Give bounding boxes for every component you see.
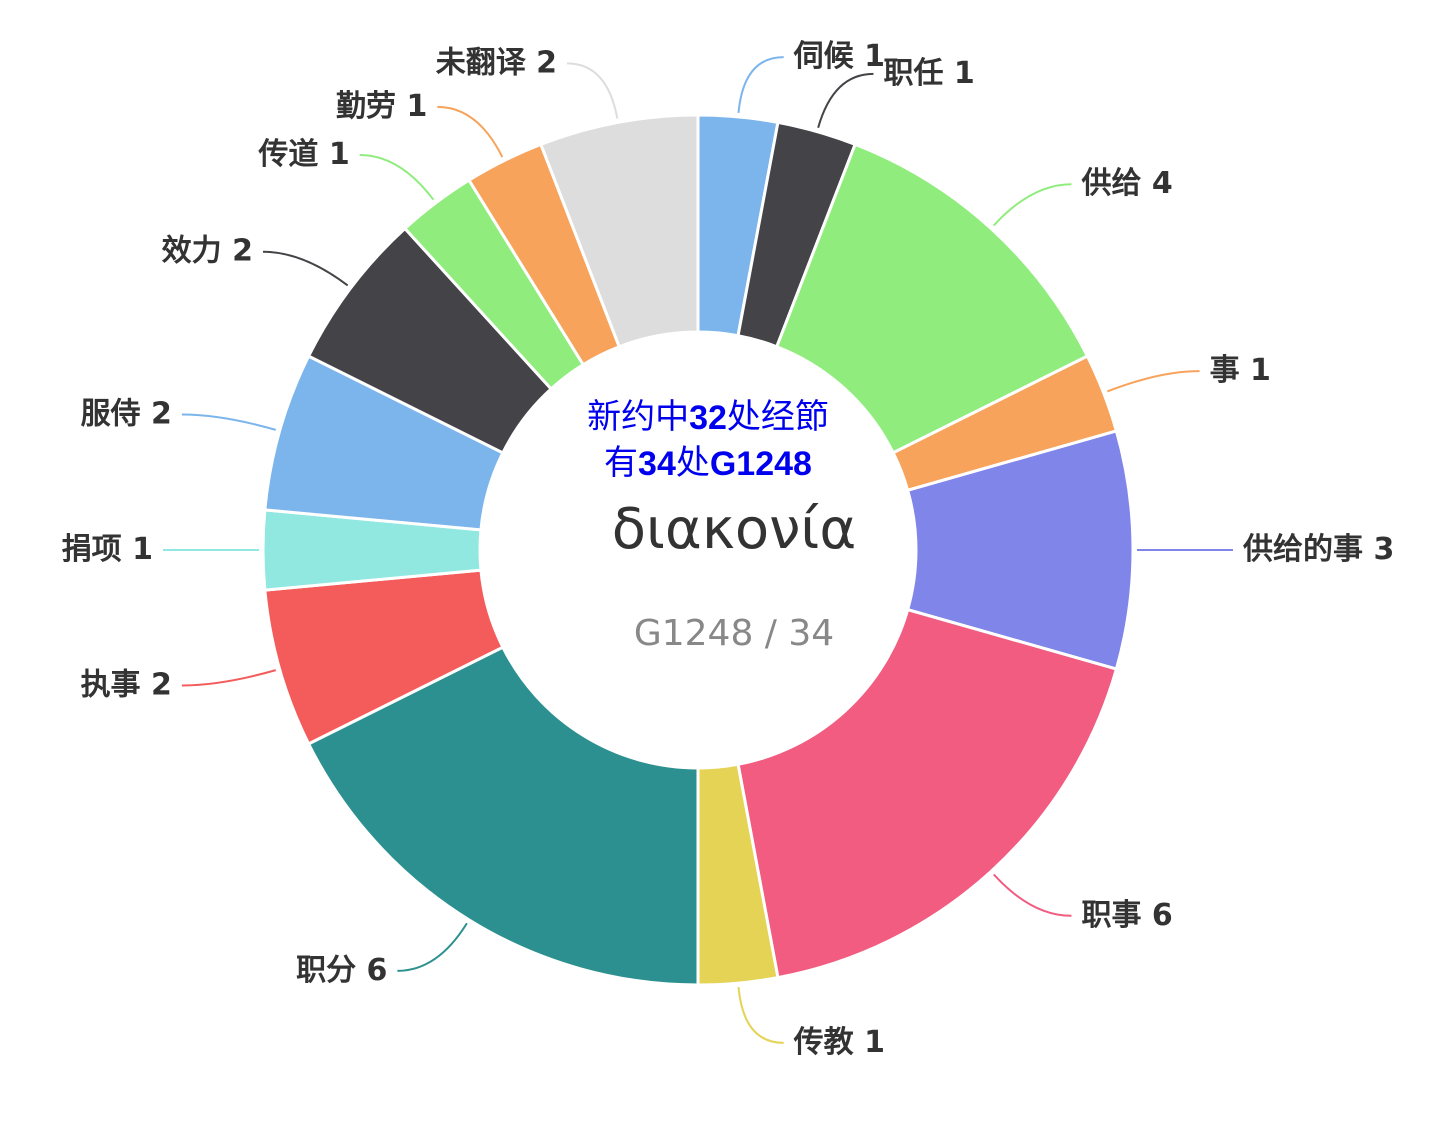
slice-label: 供给的事 3 <box>1242 532 1394 567</box>
label-value: 1 <box>864 1024 885 1059</box>
label-value: 6 <box>367 952 388 987</box>
leader-line <box>181 413 277 431</box>
label-name: 供给 <box>1080 166 1141 201</box>
leader-line <box>437 105 504 158</box>
label-name: 职事 <box>1081 897 1141 932</box>
donut-slice <box>538 113 700 349</box>
leader-line <box>993 183 1072 227</box>
slice-label: 服侍 2 <box>81 396 172 431</box>
note-part: 有 <box>604 444 638 482</box>
label-value: 1 <box>132 532 153 567</box>
slice-label: 传教 1 <box>793 1024 885 1059</box>
center-title: διακονία <box>612 497 857 562</box>
note-part: 新约中 <box>587 398 689 436</box>
label-name: 供给的事 <box>1242 532 1363 567</box>
leader-line <box>1106 370 1200 393</box>
note-part: 处 <box>676 445 710 482</box>
label-name: 执事 <box>81 667 141 702</box>
slice-label: 事 1 <box>1210 353 1271 388</box>
label-name: 传教 <box>793 1024 854 1059</box>
leader-line <box>181 669 277 687</box>
center-subtitle: G1248 / 34 <box>634 613 834 654</box>
label-value: 2 <box>151 396 172 431</box>
note-part: 34 <box>638 445 676 483</box>
label-value: 1 <box>406 88 427 123</box>
slice-label: 勤劳 1 <box>336 88 427 123</box>
label-name: 效力 <box>162 233 222 268</box>
slice-label: 职事 6 <box>1081 897 1172 932</box>
note-part: G1248 <box>710 445 812 483</box>
slice-label: 职分 6 <box>296 952 387 987</box>
donut-slice <box>306 645 700 987</box>
note-part: 32 <box>689 399 727 437</box>
leader-line <box>817 72 874 129</box>
label-value: 2 <box>536 45 557 80</box>
leader-line <box>397 922 468 972</box>
label-value: 2 <box>151 667 172 702</box>
slice-label: 效力 2 <box>162 233 253 268</box>
donut-slice <box>774 142 1090 455</box>
label-name: 伺候 <box>793 39 855 74</box>
slice-label: 供给 4 <box>1080 166 1172 201</box>
slice-label: 未翻译 2 <box>436 45 557 80</box>
leader-line <box>737 56 784 113</box>
label-name: 勤劳 <box>336 88 396 123</box>
label-name: 捐项 <box>62 532 122 567</box>
center-note: 有34处G1248 <box>604 444 812 483</box>
slice-label: 伺候 1 <box>793 39 885 74</box>
label-name: 事 <box>1210 353 1240 388</box>
donut-slice <box>736 607 1119 980</box>
label-value: 1 <box>1250 353 1271 388</box>
label-name: 服侍 <box>81 396 141 431</box>
slice-label: 传道 1 <box>257 136 349 171</box>
slice-label: 执事 2 <box>81 667 172 702</box>
label-name: 职任 <box>883 55 943 90</box>
leader-line <box>359 153 435 201</box>
label-value: 3 <box>1373 532 1394 567</box>
center-note: 新约中32处经節 <box>587 398 829 437</box>
label-value: 1 <box>864 39 885 74</box>
label-value: 1 <box>329 136 350 171</box>
leader-line <box>737 987 784 1044</box>
note-part: 处经節 <box>727 398 829 436</box>
leader-line <box>567 62 619 119</box>
leader-line <box>993 873 1072 917</box>
label-value: 1 <box>954 55 975 90</box>
label-value: 2 <box>232 233 253 268</box>
label-name: 传道 <box>257 136 318 171</box>
label-name: 职分 <box>296 952 356 987</box>
label-value: 6 <box>1152 897 1173 932</box>
leader-line <box>262 250 349 287</box>
slice-label: 职任 1 <box>883 55 974 90</box>
label-name: 未翻译 <box>436 45 527 80</box>
label-value: 4 <box>1152 166 1173 201</box>
slice-label: 捐项 1 <box>62 532 153 567</box>
